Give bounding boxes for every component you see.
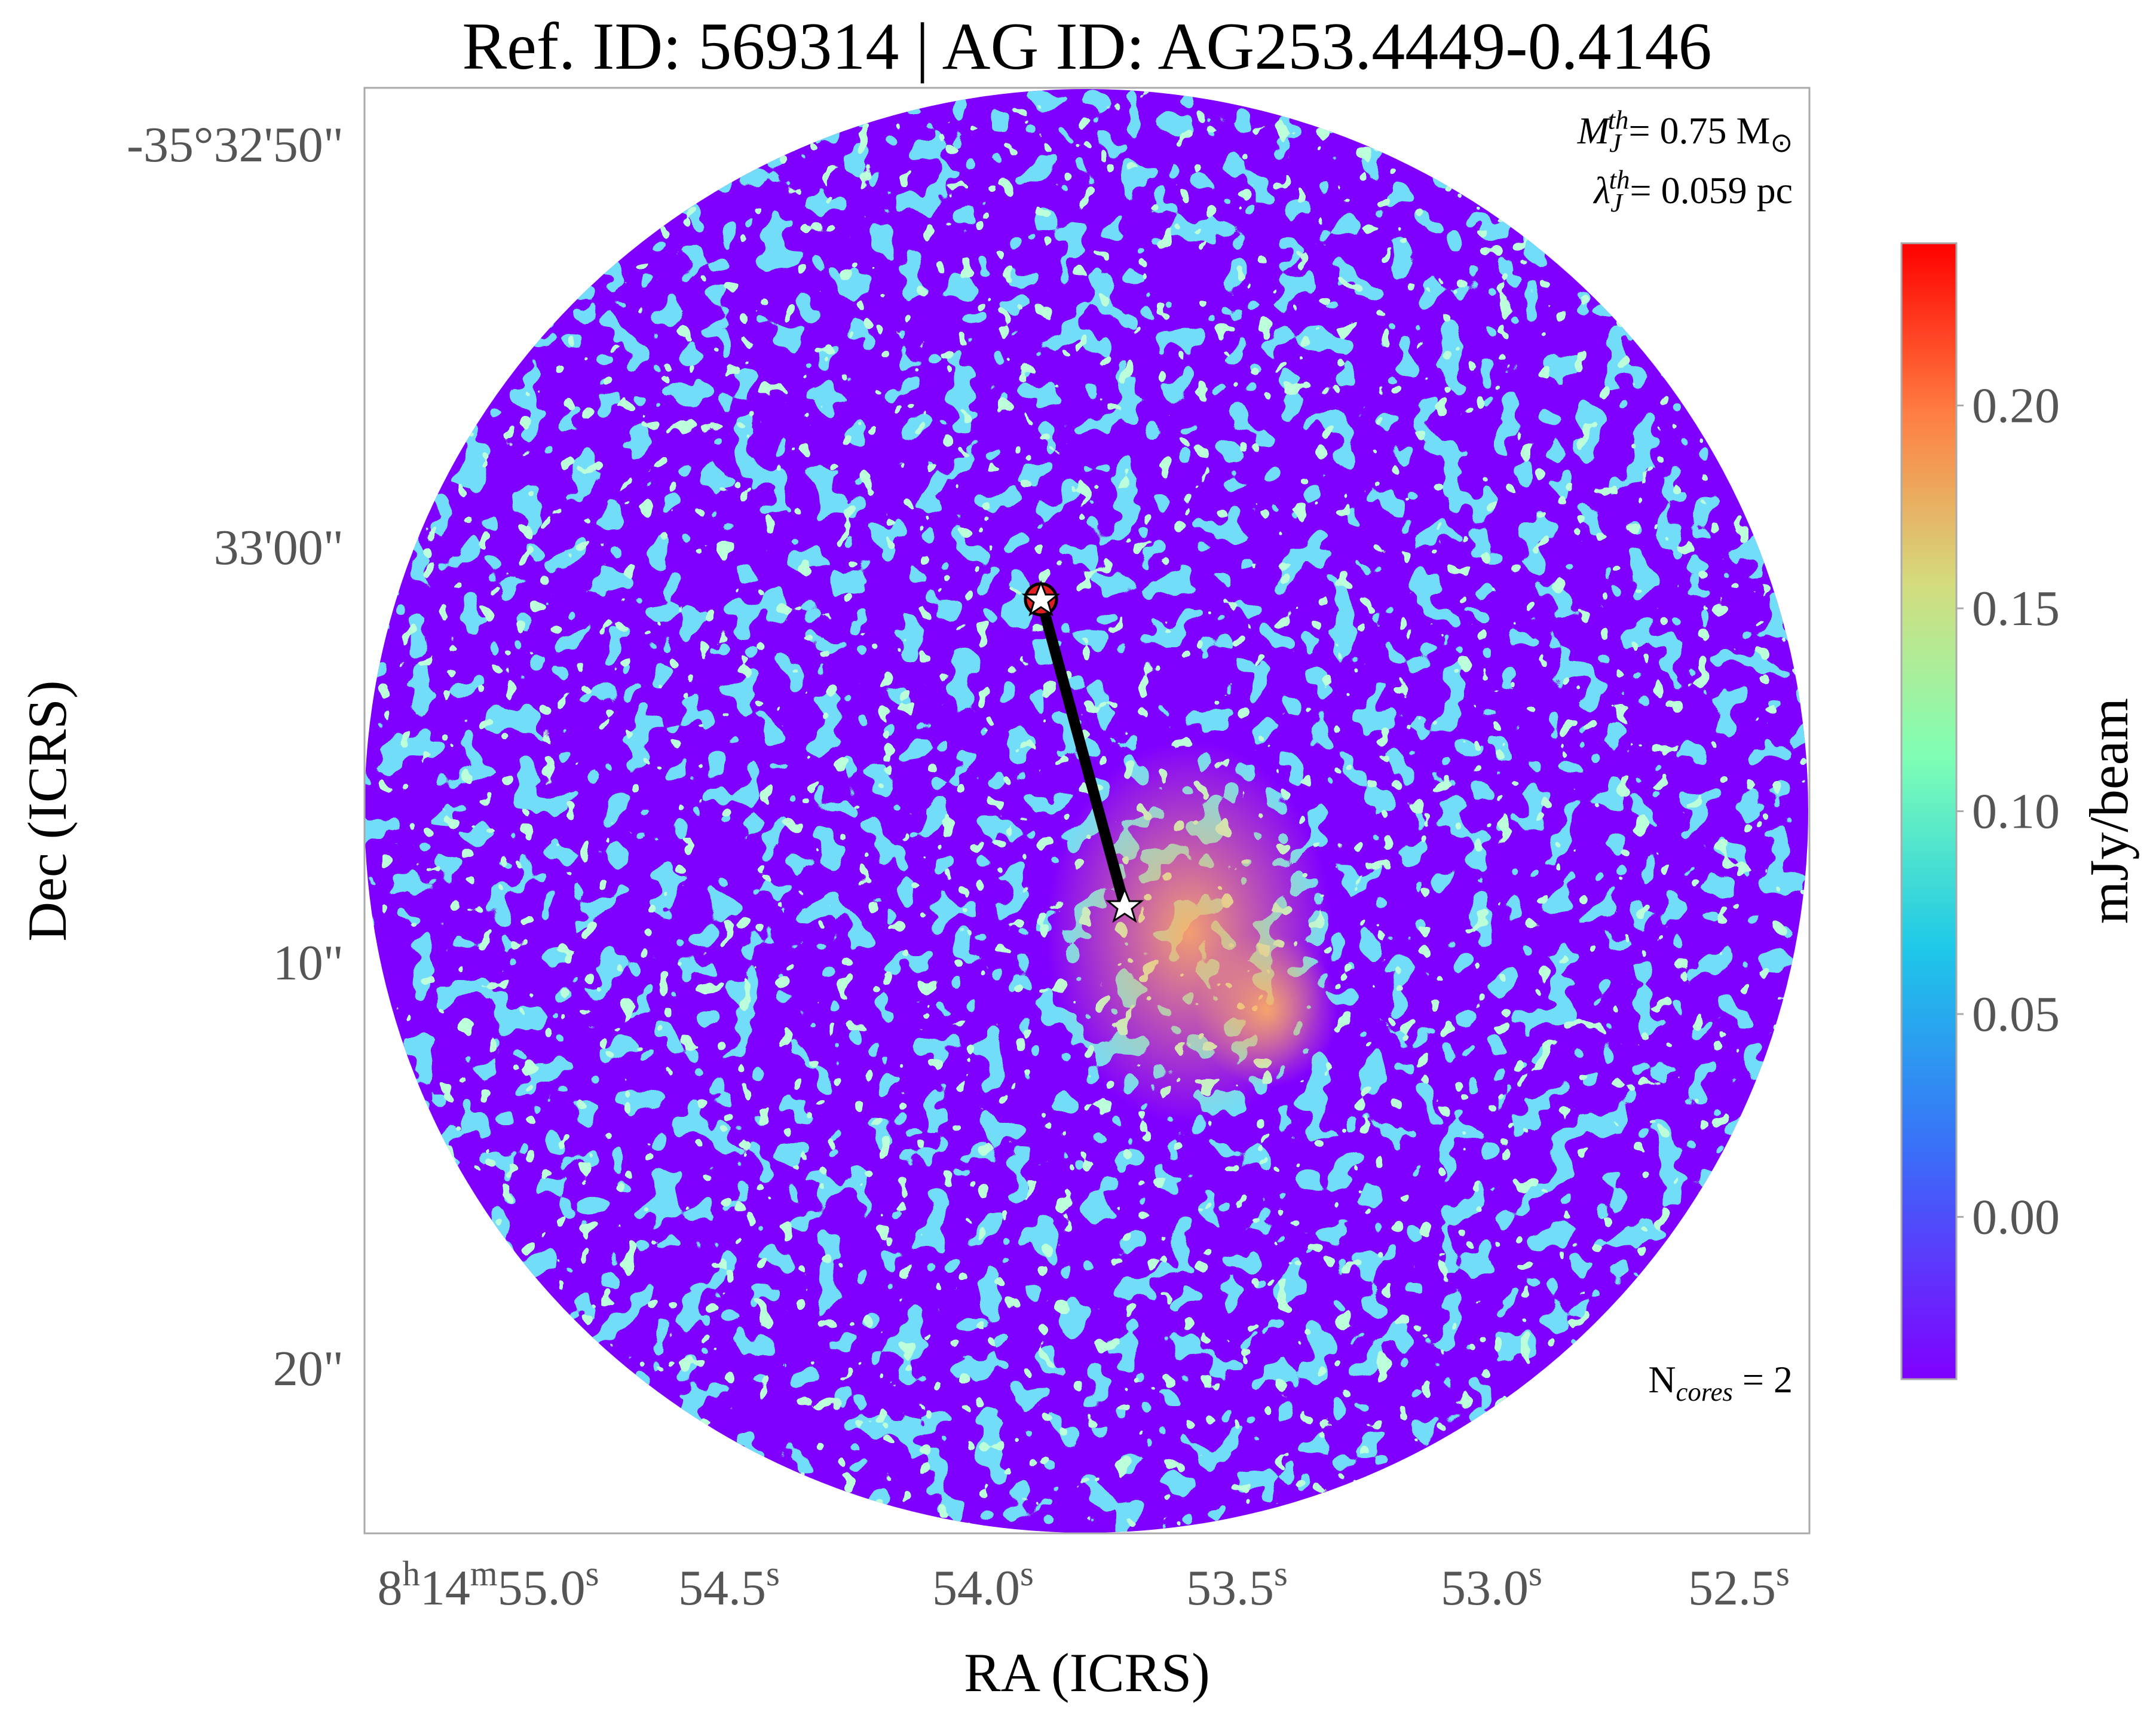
annotation: λJth= 0.059 pc	[1592, 165, 1793, 218]
text-part: th	[1609, 165, 1630, 195]
text-part: 8	[377, 1560, 402, 1616]
text-part: 53.5	[1186, 1560, 1274, 1616]
text-part: s	[766, 1554, 780, 1593]
text-part: N	[1648, 1358, 1676, 1401]
text-part: s	[1020, 1554, 1034, 1593]
text-part: = 2	[1733, 1358, 1793, 1401]
text-part: 54.0	[932, 1560, 1020, 1616]
y-tick-label: 20"	[273, 1341, 344, 1397]
plot-frame	[363, 87, 1811, 1535]
x-tick-label: 8h14m55.0s	[377, 1554, 599, 1616]
text-part: M	[1577, 109, 1612, 152]
text-part: J	[1609, 128, 1622, 158]
text-part: m	[470, 1554, 498, 1593]
text-part: 55.0	[498, 1560, 586, 1616]
x-tick-label: 53.5s	[1186, 1554, 1288, 1616]
colorbar-tick-label: 0.00	[1972, 1189, 2060, 1245]
text-part: s	[1274, 1554, 1288, 1593]
x-tick-label: 54.5s	[678, 1554, 780, 1616]
colorbar	[1900, 242, 1958, 1380]
y-tick-label: 33'00"	[214, 520, 344, 575]
colorbar-tick-label: 0.05	[1972, 987, 2060, 1042]
colorbar-tick-label: 0.20	[1972, 378, 2060, 434]
text-part: ⊙	[1770, 128, 1793, 158]
colorbar-tick-label: 0.10	[1972, 784, 2060, 840]
text-part: 52.5	[1688, 1560, 1776, 1616]
text-part: th	[1608, 105, 1629, 135]
text-part: s	[586, 1554, 599, 1593]
core-separation	[1036, 598, 1130, 908]
text-part: = 0.75 M	[1628, 109, 1770, 152]
core-star	[1021, 580, 1061, 617]
text-part: s	[1776, 1554, 1790, 1593]
text-part: h	[402, 1554, 419, 1593]
x-tick-label: 53.0s	[1441, 1554, 1542, 1616]
title: Ref. ID: 569314 | AG ID: AG253.4449-0.41…	[462, 10, 1711, 84]
text-part: 14	[420, 1560, 470, 1616]
annotation: MJth= 0.75 M⊙	[1577, 105, 1793, 158]
y-tick-label: 10"	[273, 935, 344, 991]
text-part: 53.0	[1441, 1560, 1529, 1616]
y-axis-label: Dec (ICRS)	[17, 681, 78, 942]
colorbar-tick-label: 0.15	[1972, 581, 2060, 636]
text-part: 54.5	[678, 1560, 766, 1616]
text-part: cores	[1676, 1377, 1733, 1407]
x-tick-label: 54.0s	[932, 1554, 1034, 1616]
y-tick-label: -35°32'50"	[127, 117, 344, 173]
text-part: λ	[1592, 169, 1610, 212]
intensity-map	[365, 89, 1808, 1533]
x-tick-label: 52.5s	[1688, 1554, 1790, 1616]
x-axis-label: RA (ICRS)	[964, 1642, 1210, 1703]
text-part: s	[1529, 1554, 1542, 1593]
annotation: Ncores = 2	[1648, 1358, 1793, 1407]
text-part: J	[1610, 188, 1624, 218]
colorbar-label: mJy/beam	[2078, 698, 2139, 924]
core-star	[1105, 886, 1144, 923]
text-part: = 0.059 pc	[1630, 169, 1793, 212]
